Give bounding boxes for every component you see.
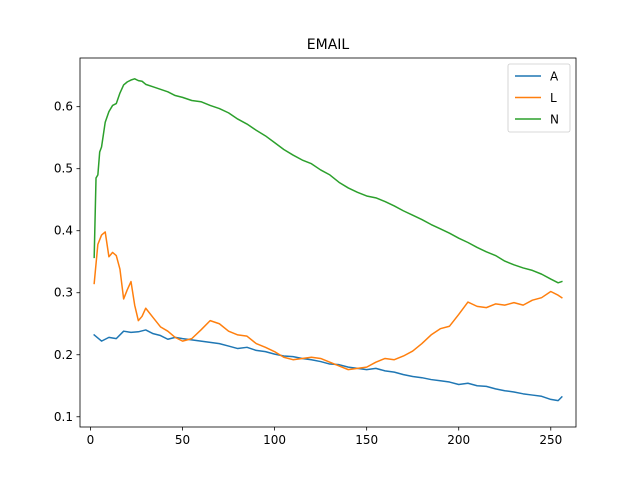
legend-label-a: A [550, 70, 559, 84]
legend-label-l: L [550, 91, 557, 105]
y-tick-label: 0.3 [54, 286, 73, 300]
y-tick-label: 0.1 [54, 410, 73, 424]
x-tick-label: 50 [175, 433, 190, 447]
y-tick-label: 0.6 [54, 100, 73, 114]
axes-frame [79, 57, 577, 428]
plot-area [93, 78, 563, 402]
legend: ALN [507, 63, 571, 133]
y-tick-label: 0.4 [54, 224, 73, 238]
axes: 0 50 100 150 200 250 0.1 0.2 0.3 0.4 0.5 0.6 [54, 57, 577, 447]
series-line-a [93, 329, 563, 402]
x-tick-label: 0 [87, 433, 95, 447]
legend-label-n: N [550, 113, 559, 127]
y-tick-label: 0.2 [54, 348, 73, 362]
series-line-n [93, 78, 563, 284]
series-line-l [93, 231, 563, 371]
x-tick-label: 250 [539, 433, 562, 447]
x-tick-label: 100 [263, 433, 286, 447]
chart-title: EMAIL [307, 37, 350, 53]
y-tick-label: 0.5 [54, 162, 73, 176]
x-tick-label: 150 [355, 433, 378, 447]
x-tick-label: 200 [447, 433, 470, 447]
